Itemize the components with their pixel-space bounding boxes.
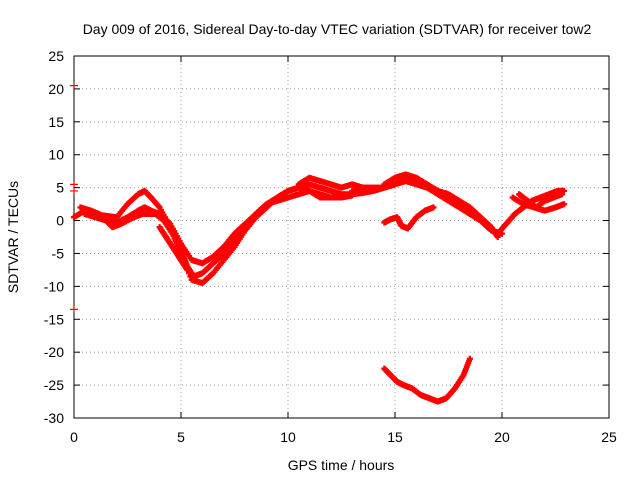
y-tick-label: 25 bbox=[48, 48, 64, 64]
data-point bbox=[558, 191, 565, 198]
y-tick-label: 5 bbox=[56, 180, 64, 196]
edge-marker bbox=[70, 306, 78, 313]
x-tick-label: 5 bbox=[177, 429, 185, 445]
y-axis: -30 -25 -20 -15 -10 -5 0 5 10 15 20 25 bbox=[44, 48, 609, 426]
series-trace-g bbox=[381, 171, 495, 234]
y-tick-label: -20 bbox=[44, 344, 64, 360]
series-trace-h bbox=[381, 204, 437, 232]
y-tick-label: 10 bbox=[48, 147, 64, 163]
data-point bbox=[184, 266, 191, 273]
x-tick-label: 10 bbox=[280, 429, 296, 445]
y-tick-label: -25 bbox=[44, 377, 64, 393]
grid-lines bbox=[74, 56, 609, 418]
y-tick-label: 15 bbox=[48, 114, 64, 130]
y-tick-label: -5 bbox=[52, 245, 65, 261]
x-axis-label: GPS time / hours bbox=[288, 457, 395, 473]
y-tick-label: -30 bbox=[44, 410, 64, 426]
data-point bbox=[561, 187, 568, 194]
y-tick-label: -15 bbox=[44, 311, 64, 327]
series-trace-i bbox=[381, 355, 473, 405]
data-point bbox=[327, 194, 334, 201]
data-point bbox=[466, 355, 473, 362]
x-tick-label: 20 bbox=[494, 429, 510, 445]
y-tick-label: 0 bbox=[56, 213, 64, 229]
x-tick-label: 25 bbox=[601, 429, 617, 445]
x-tick-label: 15 bbox=[387, 429, 403, 445]
y-tick-label: 20 bbox=[48, 81, 64, 97]
edge-marker bbox=[70, 82, 78, 89]
plot-frame bbox=[73, 55, 610, 419]
edge-marker bbox=[70, 181, 78, 188]
x-tick-label: 0 bbox=[70, 429, 78, 445]
data-point bbox=[561, 201, 568, 208]
y-axis-label: SDTVAR / TECUs bbox=[5, 181, 21, 293]
x-axis: 0 5 10 15 20 25 bbox=[70, 56, 617, 445]
data-point bbox=[186, 270, 193, 277]
series-trace-l bbox=[516, 191, 565, 211]
series-trace-d bbox=[156, 224, 191, 273]
data-point bbox=[187, 273, 194, 280]
y-tick-label: -10 bbox=[44, 278, 64, 294]
chart-title: Day 009 of 2016, Sidereal Day-to-day VTE… bbox=[83, 21, 592, 37]
data-point bbox=[488, 227, 495, 234]
data-series bbox=[71, 171, 568, 405]
edge-marker bbox=[70, 187, 78, 194]
data-point bbox=[430, 204, 437, 211]
edge-markers bbox=[70, 82, 78, 313]
